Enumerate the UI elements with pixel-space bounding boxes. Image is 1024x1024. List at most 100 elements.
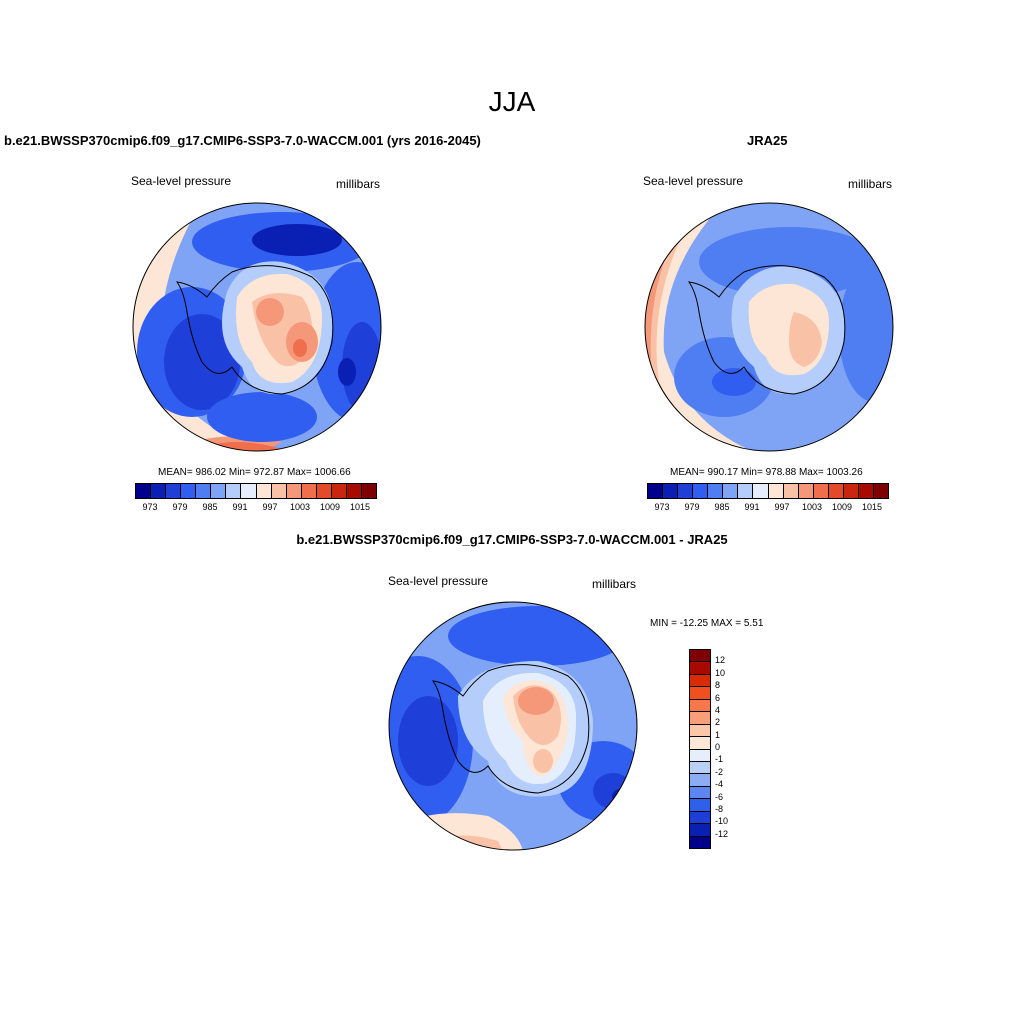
panel-3-stats: MIN = -12.25 MAX = 5.51 bbox=[650, 618, 764, 629]
colorbar-tick-label: 985 bbox=[714, 502, 730, 512]
panel-2-units-label: millibars bbox=[848, 177, 893, 191]
colorbar-swatch bbox=[690, 737, 710, 750]
colorbar-swatch bbox=[166, 484, 182, 498]
colorbar-tick-label: 1009 bbox=[831, 502, 853, 512]
colorbar-swatch bbox=[663, 484, 679, 498]
colorbar-tick-label: 979 bbox=[172, 502, 188, 512]
colorbar-swatch bbox=[196, 484, 212, 498]
colorbar-swatch bbox=[136, 484, 152, 498]
colorbar-swatch bbox=[690, 650, 710, 663]
colorbar-tick-label: -4 bbox=[715, 779, 724, 790]
colorbar-swatch bbox=[690, 786, 710, 800]
colorbar-swatch bbox=[690, 674, 710, 688]
colorbar-tick-label: -12 bbox=[715, 828, 729, 839]
colorbar-swatch bbox=[873, 484, 888, 498]
colorbar-swatch bbox=[690, 662, 710, 675]
colorbar-tick-label: -2 bbox=[715, 766, 724, 777]
colorbar-tick-label: -6 bbox=[715, 791, 724, 802]
colorbar-tick-label: 2 bbox=[715, 717, 721, 728]
panel-3-colorbar-ticks: 12 10 8 6 4 2 1 0 -1 -2 -4 -6 -8 -10 -12 bbox=[715, 649, 755, 847]
panel-3-title: b.e21.BWSSP370cmip6.f09_g17.CMIP6-SSP3-7… bbox=[296, 532, 728, 547]
colorbar-swatch bbox=[690, 761, 710, 775]
colorbar-tick-label: 1015 bbox=[349, 502, 371, 512]
colorbar-tick-label: 985 bbox=[202, 502, 218, 512]
colorbar-swatch bbox=[331, 484, 347, 498]
panel-2-colorbar bbox=[647, 483, 889, 499]
colorbar-swatch bbox=[346, 484, 362, 498]
colorbar-swatch bbox=[211, 484, 227, 498]
colorbar-swatch bbox=[316, 484, 332, 498]
colorbar-tick-label: 1009 bbox=[319, 502, 341, 512]
colorbar-swatch bbox=[813, 484, 829, 498]
colorbar-swatch bbox=[798, 484, 814, 498]
colorbar-swatch bbox=[301, 484, 317, 498]
panel-1-variable-label: Sea-level pressure bbox=[131, 174, 232, 188]
panel-3-variable-label: Sea-level pressure bbox=[388, 574, 489, 588]
colorbar-tick-label: 991 bbox=[744, 502, 760, 512]
colorbar-swatch bbox=[690, 774, 710, 787]
colorbar-tick-label: 0 bbox=[715, 742, 721, 752]
colorbar-swatch bbox=[286, 484, 302, 498]
colorbar-swatch bbox=[690, 799, 710, 812]
colorbar-tick-label: 997 bbox=[262, 502, 278, 512]
colorbar-tick-label: -10 bbox=[715, 816, 729, 827]
colorbar-tick-label: -8 bbox=[715, 803, 724, 814]
panel-2-variable-label: Sea-level pressure bbox=[643, 174, 744, 188]
colorbar-swatch bbox=[690, 699, 710, 713]
panel-1-map bbox=[132, 202, 382, 452]
colorbar-swatch bbox=[361, 484, 376, 498]
colorbar-tick-label: 1015 bbox=[861, 502, 883, 512]
colorbar-swatch bbox=[738, 484, 754, 498]
colorbar-swatch bbox=[753, 484, 769, 498]
colorbar-tick-label: 6 bbox=[715, 692, 721, 703]
colorbar-swatch bbox=[226, 484, 242, 498]
panel-1-colorbar bbox=[135, 483, 377, 499]
colorbar-tick-label: 1003 bbox=[289, 502, 311, 512]
colorbar-swatch bbox=[783, 484, 799, 498]
colorbar-tick-label: -1 bbox=[715, 754, 724, 765]
main-title: JJA bbox=[488, 86, 536, 117]
colorbar-swatch bbox=[723, 484, 739, 498]
colorbar-swatch bbox=[690, 749, 710, 762]
colorbar-swatch bbox=[858, 484, 874, 498]
panel-1-colorbar-ticks: 973 979 985 991 997 1003 1009 1015 bbox=[135, 502, 375, 514]
colorbar-swatch bbox=[768, 484, 784, 498]
panel-3-map bbox=[388, 601, 638, 851]
colorbar-swatch bbox=[690, 687, 710, 700]
colorbar-tick-label: 973 bbox=[654, 502, 670, 512]
colorbar-swatch bbox=[151, 484, 167, 498]
colorbar-swatch bbox=[690, 824, 710, 837]
colorbar-swatch bbox=[843, 484, 859, 498]
colorbar-swatch bbox=[678, 484, 694, 498]
panel-2-map bbox=[644, 202, 894, 452]
colorbar-tick-label: 991 bbox=[232, 502, 248, 512]
colorbar-tick-label: 12 bbox=[715, 655, 726, 666]
panel-2-colorbar-ticks: 973 979 985 991 997 1003 1009 1015 bbox=[647, 502, 887, 514]
colorbar-tick-label: 973 bbox=[142, 502, 158, 512]
panel-2-stats: MEAN= 990.17 Min= 978.88 Max= 1003.26 bbox=[670, 467, 863, 478]
colorbar-swatch bbox=[181, 484, 197, 498]
panel-1-title: b.e21.BWSSP370cmip6.f09_g17.CMIP6-SSP3-7… bbox=[4, 133, 481, 148]
colorbar-tick-label: 1 bbox=[715, 729, 721, 740]
colorbar-swatch bbox=[690, 811, 710, 825]
colorbar-swatch bbox=[693, 484, 709, 498]
colorbar-swatch bbox=[648, 484, 664, 498]
colorbar-swatch bbox=[690, 724, 710, 738]
panel-2-title: JRA25 bbox=[747, 133, 788, 148]
colorbar-tick-label: 4 bbox=[715, 704, 721, 715]
colorbar-tick-label: 10 bbox=[715, 667, 726, 678]
colorbar-swatch bbox=[256, 484, 272, 498]
colorbar-tick-label: 997 bbox=[774, 502, 790, 512]
colorbar-tick-label: 8 bbox=[715, 680, 721, 691]
colorbar-swatch bbox=[690, 836, 710, 848]
colorbar-swatch bbox=[828, 484, 844, 498]
panel-1-units-label: millibars bbox=[336, 177, 381, 191]
colorbar-swatch bbox=[690, 712, 710, 725]
panel-3-colorbar bbox=[689, 649, 711, 849]
colorbar-tick-label: 979 bbox=[684, 502, 700, 512]
panel-1-stats: MEAN= 986.02 Min= 972.87 Max= 1006.66 bbox=[158, 467, 351, 478]
colorbar-swatch bbox=[708, 484, 724, 498]
colorbar-swatch bbox=[271, 484, 287, 498]
panel-3-units-label: millibars bbox=[592, 577, 637, 591]
colorbar-swatch bbox=[241, 484, 257, 498]
